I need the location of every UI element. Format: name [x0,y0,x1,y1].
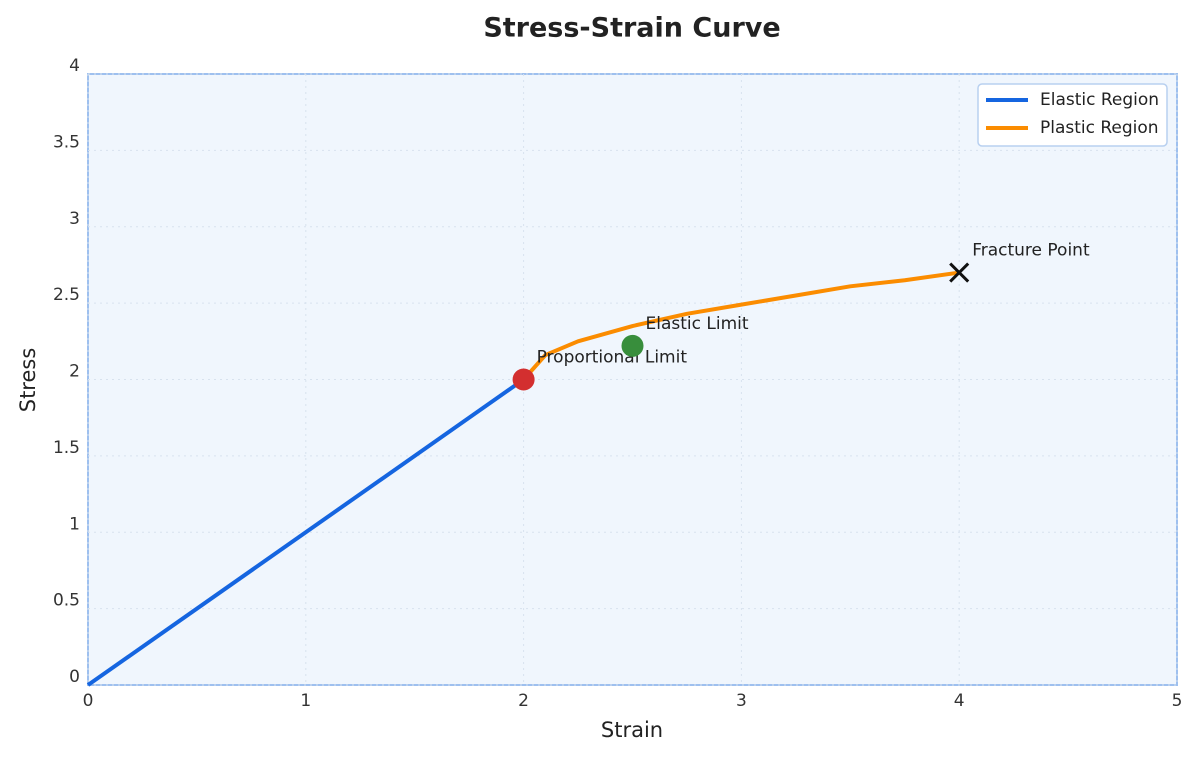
x-tick-label: 5 [1172,691,1183,711]
y-tick-label: 2.5 [53,285,80,305]
point-label: Elastic Limit [646,314,749,334]
legend-label: Elastic Region [1040,90,1159,110]
y-tick-label: 2 [69,362,80,382]
y-tick-label: 3 [69,209,80,229]
x-tick-label: 2 [518,691,529,711]
y-tick-label: 1 [69,514,80,534]
x-tick-label: 0 [83,691,94,711]
x-tick-label: 3 [736,691,747,711]
chart-title: Stress-Strain Curve [483,13,780,44]
x-tick-label: 4 [954,691,965,711]
y-tick-label: 1.5 [53,438,80,458]
point-marker [621,334,644,357]
fracture-marker [949,262,970,283]
y-tick-label: 3.5 [53,132,80,152]
y-axis-label: Stress [16,348,40,413]
series-line [522,270,960,381]
x-tick-label: 1 [300,691,311,711]
marker-x [949,262,970,283]
y-tick-label: 4 [69,56,80,76]
point-marker [512,368,535,391]
y-tick-label: 0 [69,667,80,687]
legend-label: Plastic Region [1040,118,1159,138]
x-axis-label: Strain [601,718,663,742]
y-tick-label: 0.5 [53,591,80,611]
point-label: Fracture Point [972,241,1090,261]
legend: Elastic Region Plastic Region [977,83,1168,147]
series-line [86,377,525,687]
point-label: Proportional Limit [537,348,688,368]
